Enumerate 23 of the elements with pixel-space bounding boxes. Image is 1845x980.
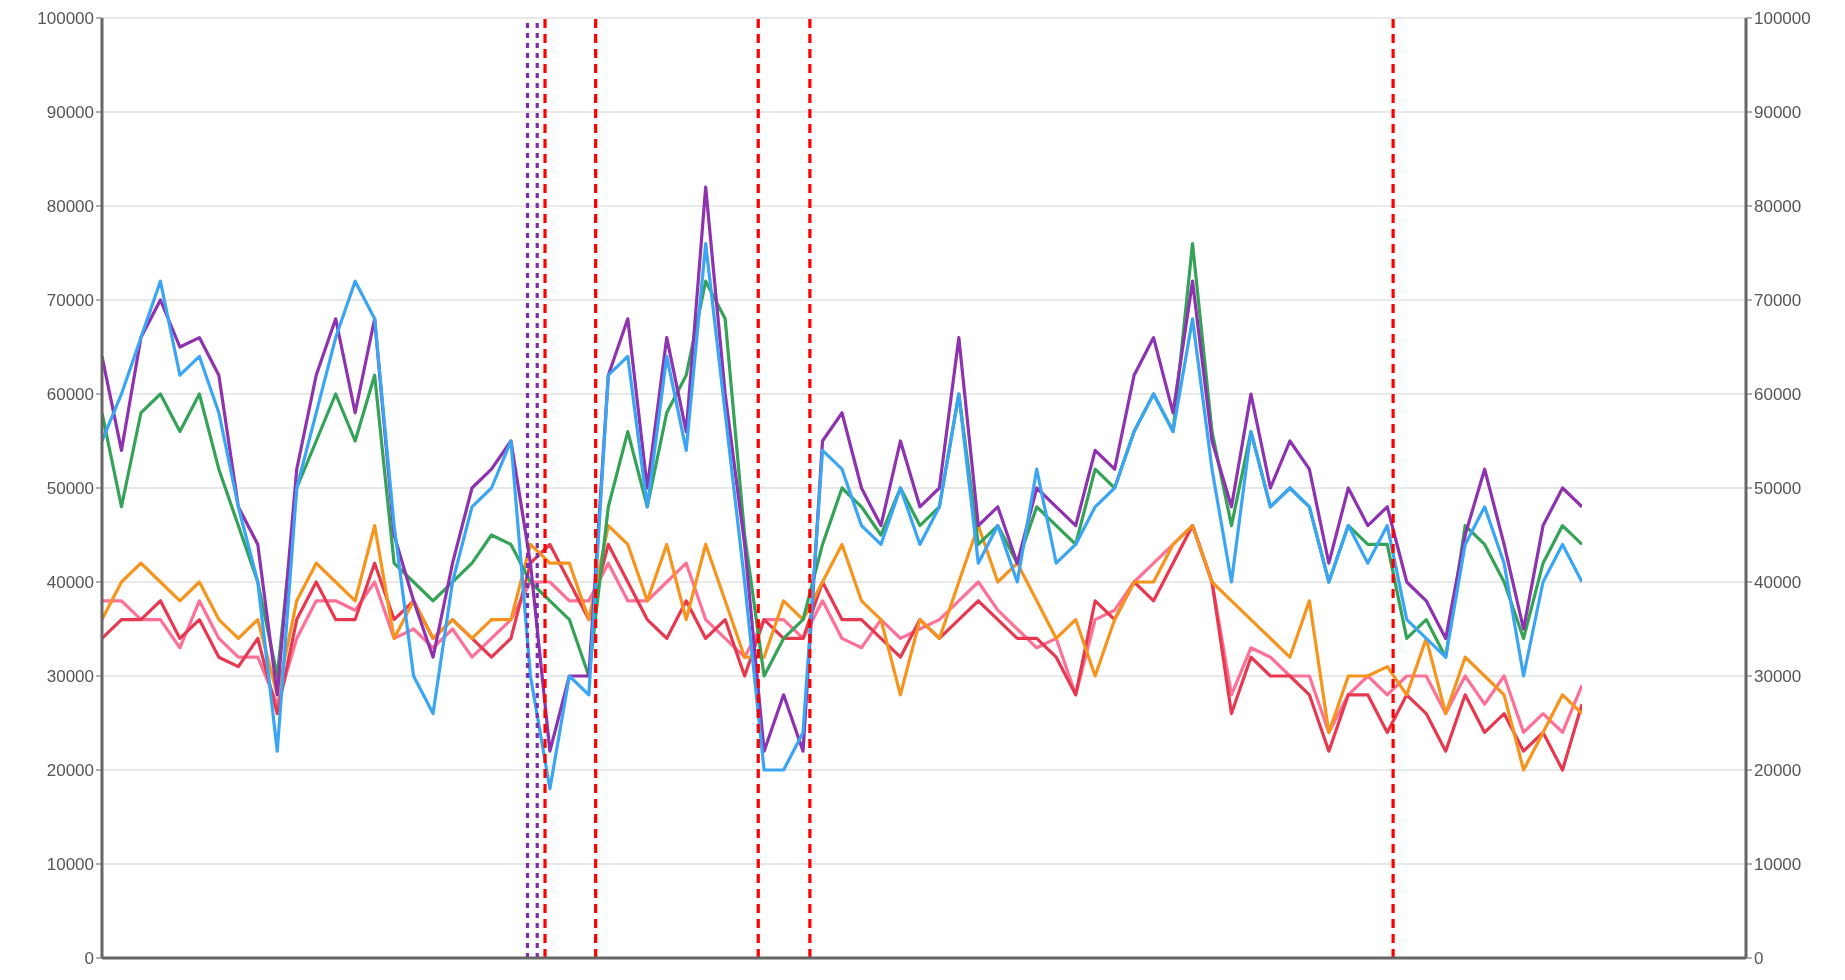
- y-tick-label: 0: [84, 949, 94, 969]
- y-tick-label: 70000: [46, 291, 94, 311]
- y2-tick-label: 100000: [1754, 9, 1811, 29]
- y2-tick-label: 30000: [1754, 667, 1802, 687]
- y-tick-label: 30000: [46, 667, 94, 687]
- y-tick-label: 50000: [46, 479, 94, 499]
- y-tick-label: 60000: [46, 385, 94, 405]
- y-tick-label: 90000: [46, 103, 94, 123]
- y-tick-label: 80000: [46, 197, 94, 217]
- y2-tick-label: 70000: [1754, 291, 1802, 311]
- y2-tick-label: 0: [1754, 949, 1764, 969]
- y-tick-label: 10000: [46, 855, 94, 875]
- line-series: [102, 242, 1582, 791]
- y2-tick-label: 40000: [1754, 573, 1802, 593]
- y-tick-label: 100000: [37, 9, 94, 29]
- y2-tick-label: 50000: [1754, 479, 1802, 499]
- y2-tick-label: 80000: [1754, 197, 1802, 217]
- y2-tick-label: 60000: [1754, 385, 1802, 405]
- y-tick-label: 20000: [46, 761, 94, 781]
- y2-tick-label: 20000: [1754, 761, 1802, 781]
- y2-tick-label: 10000: [1754, 855, 1802, 875]
- y2-tick-label: 90000: [1754, 103, 1802, 123]
- y-tick-label: 40000: [46, 573, 94, 593]
